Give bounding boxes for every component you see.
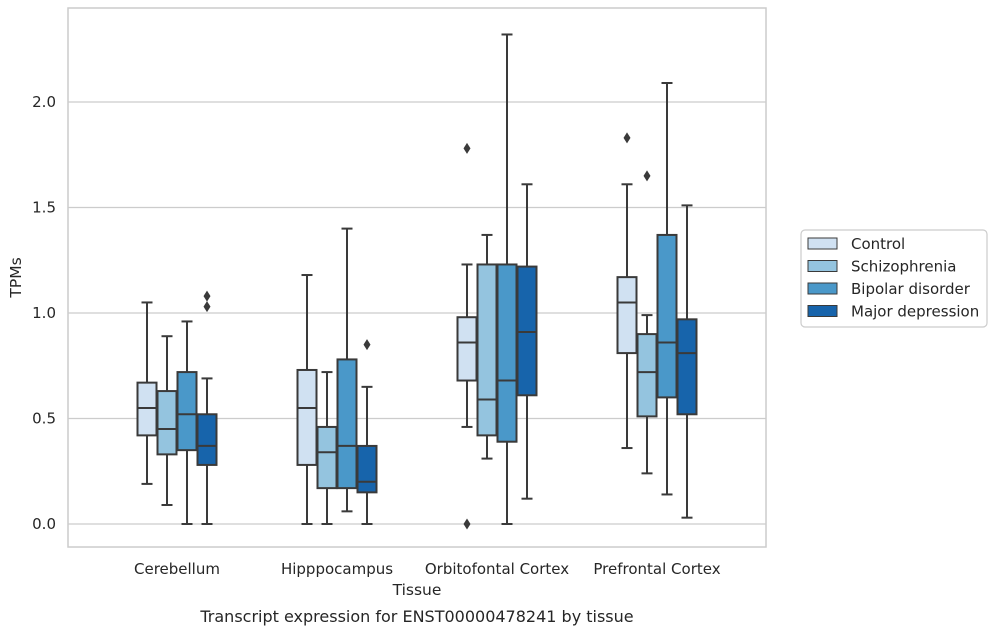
iqr-box [516,265,538,397]
legend-item: Schizophrenia [807,258,956,276]
box-hipppocampus [356,339,378,525]
box-cerebellum [156,335,178,507]
box-cerebellum [196,290,218,525]
legend: Control Schizophrenia Bipolar disorder Majo… [800,229,988,328]
x-tick-label: Hipppocampus [281,560,393,578]
legend-item: Control [807,235,905,253]
legend-label: Control [851,235,905,253]
legend-label: Schizophrenia [851,258,956,276]
box-hipppocampus [316,371,338,525]
legend-swatch [807,305,838,317]
iqr-box [496,263,518,443]
iqr-box [176,371,198,452]
iqr-box [336,358,358,490]
outlier-point [463,518,471,530]
plot-border [67,7,767,548]
iqr-box [676,318,698,416]
legend-swatch [807,237,838,250]
box-orbitofontal-cortex [496,33,518,525]
outlier-point [463,142,471,154]
iqr-box [136,381,158,437]
series-major-depression [196,183,698,525]
x-tick-labels: Cerebellum Hipppocampus Orbitofontal Corte… [134,560,721,578]
box-cerebellum [176,320,198,525]
box-cerebellum [136,301,158,485]
iqr-box [356,444,378,494]
iqr-box [296,368,318,466]
legend-frame [800,229,988,328]
box-orbitofontal-cortex [476,233,498,460]
y-tick-label: 1.5 [32,199,56,217]
legend-item: Major depression [807,303,979,321]
series-control [136,132,638,530]
iqr-box [616,276,638,355]
outlier-point [203,301,211,313]
box-prefrontal-cortex [656,82,678,496]
iqr-box [156,390,178,456]
box-hipppocampus [296,274,318,525]
box-prefrontal-cortex [636,170,658,475]
iqr-box [656,233,678,399]
box-orbitofontal-cortex [456,142,478,530]
legend-label: Major depression [851,303,979,321]
x-tick-label: Prefrontal Cortex [593,560,720,578]
x-axis-title: Tissue [392,581,442,599]
outlier-point [623,132,631,144]
x-tick-label: Orbitofontal Cortex [425,560,569,578]
plot-frame [67,7,767,548]
legend-swatch [807,282,838,295]
legend-item: Bipolar disorder [807,280,971,298]
iqr-box [456,316,478,382]
y-axis-title: TPMs [7,257,25,298]
legend-label: Bipolar disorder [851,280,971,298]
y-tick-label: 1.0 [32,304,56,322]
box-hipppocampus [336,227,358,513]
y-tick-label: 2.0 [32,93,56,111]
y-tick-labels: 0.0 0.5 1.0 1.5 2.0 [32,93,56,533]
iqr-box [196,413,218,466]
series-schizophrenia [156,170,658,525]
iqr-box [476,263,498,437]
outlier-point [363,339,371,351]
y-tick-label: 0.5 [32,410,56,428]
iqr-box [636,333,658,418]
x-tick-label: Cerebellum [134,560,220,578]
figure-caption: Transcript expression for ENST0000047824… [199,607,633,626]
box-orbitofontal-cortex [516,183,538,500]
legend-swatch [807,260,838,272]
box-series-layer [136,33,698,530]
box-prefrontal-cortex [676,204,698,519]
outlier-point [203,290,211,302]
outlier-point [643,170,651,182]
box-prefrontal-cortex [616,132,638,450]
iqr-box [316,425,338,490]
series-bipolar-disorder [176,33,678,525]
y-tick-label: 0.0 [32,515,56,533]
